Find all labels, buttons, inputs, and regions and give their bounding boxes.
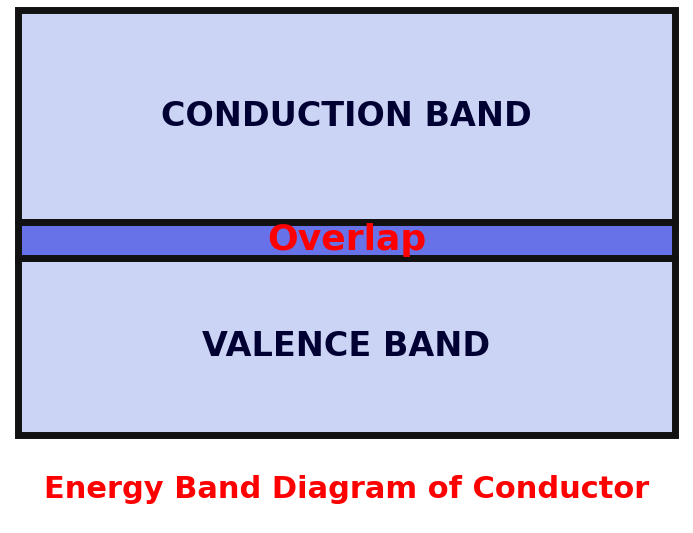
Bar [18, 258, 675, 435]
Text: VALENCE BAND: VALENCE BAND [202, 330, 491, 363]
Text: Energy Band Diagram of Conductor: Energy Band Diagram of Conductor [44, 475, 649, 505]
Bar [18, 222, 675, 258]
Text: Overlap: Overlap [267, 223, 426, 257]
Text: CONDUCTION BAND: CONDUCTION BAND [161, 100, 532, 133]
Bar [18, 10, 675, 222]
